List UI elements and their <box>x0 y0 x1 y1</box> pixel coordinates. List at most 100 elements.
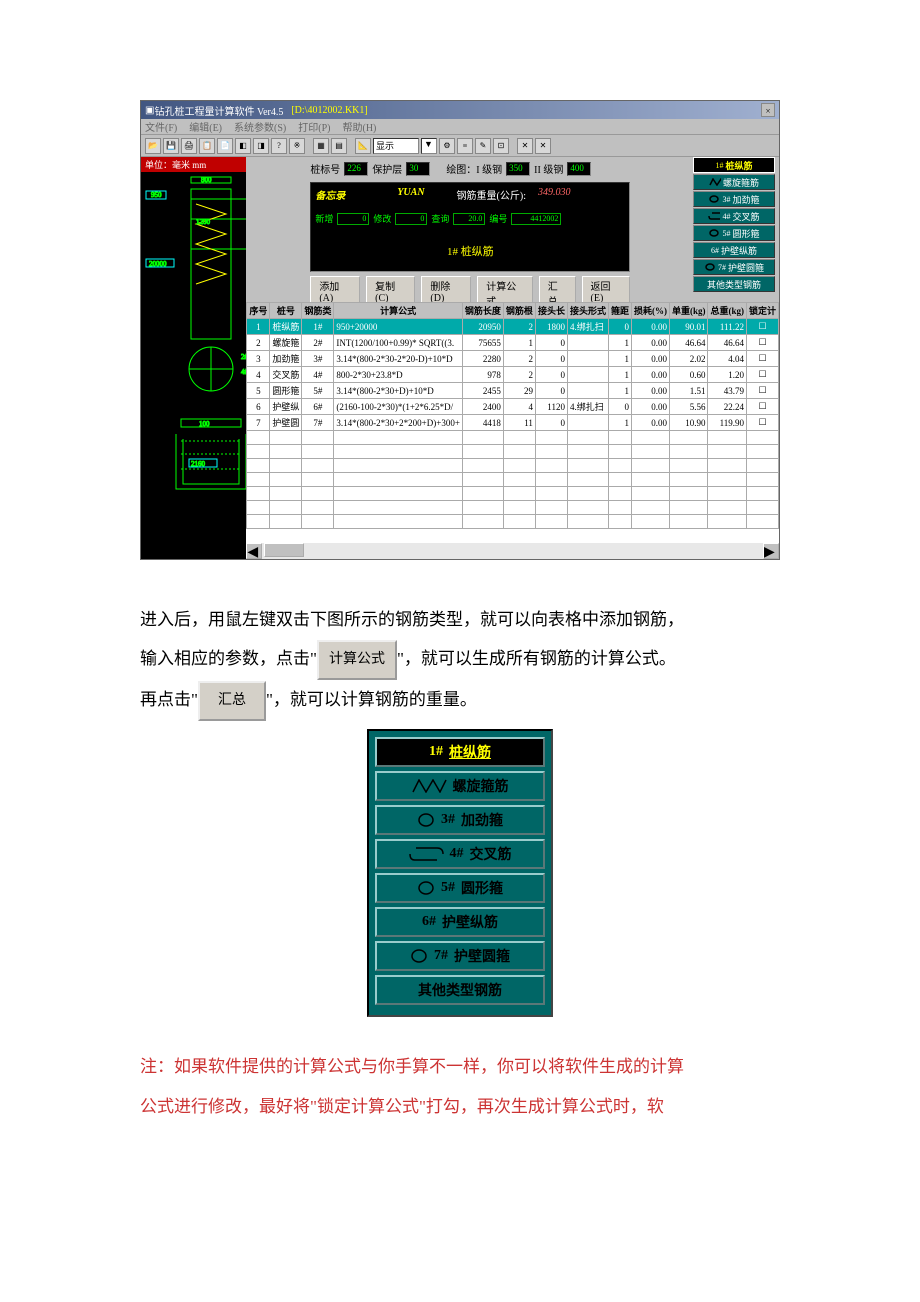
type-button-large[interactable]: 6#护壁纵筋 <box>375 907 545 937</box>
protect-label: 保护层 <box>372 161 402 176</box>
draw-input2[interactable]: 400 <box>567 162 591 176</box>
inner-form: 备忘录 YUAN 钢筋重量(公斤): 349.030 新增0修改0查询20.0编… <box>310 182 630 272</box>
menu-item[interactable]: 编辑(E) <box>189 119 222 134</box>
type-num: 1# <box>429 744 443 760</box>
grid-table[interactable]: 序号桩号钢筋类计算公式钢筋长度钢筋根接头长接头形式箍距损耗(%)单重(kg)总重… <box>246 302 779 529</box>
scroll-right-icon[interactable]: ▶ <box>763 543 779 559</box>
grid-header[interactable]: 序号 <box>247 303 270 319</box>
green-field-input[interactable]: 0 <box>395 213 427 225</box>
type-button[interactable]: 3#加劲箍 <box>693 191 775 207</box>
type-button-large[interactable]: 其他类型钢筋 <box>375 975 545 1005</box>
type-button-large[interactable]: 螺旋箍筋 <box>375 771 545 801</box>
type-button[interactable]: 7#护壁圆箍 <box>693 259 775 275</box>
type-button[interactable]: 4#交叉筋 <box>693 208 775 224</box>
tb-icon[interactable]: ≡ <box>457 138 473 154</box>
tb-dropdown[interactable]: 显示 <box>373 138 419 154</box>
tb-icon[interactable]: ▦ <box>313 138 329 154</box>
type-num: 6# <box>711 246 719 255</box>
tb-icon[interactable]: ◨ <box>253 138 269 154</box>
green-field-input[interactable]: 4412002 <box>511 213 561 225</box>
scroll-thumb[interactable] <box>264 543 304 557</box>
tb-print-icon[interactable]: 🖨 <box>181 138 197 154</box>
tb-dropdown[interactable]: ▼ <box>421 138 437 154</box>
type-label: 交叉筋 <box>732 210 759 223</box>
grid-header[interactable]: 钢筋长度 <box>462 303 503 319</box>
menu-item[interactable]: 系统参数(S) <box>234 119 286 134</box>
tb-icon[interactable]: 📄 <box>217 138 233 154</box>
type-button[interactable]: 6#护壁纵筋 <box>693 242 775 258</box>
green-field-input[interactable]: 20.0 <box>453 213 485 225</box>
scroll-left-icon[interactable]: ◀ <box>246 543 262 559</box>
green-field-label: 新增 <box>315 212 333 225</box>
tb-icon[interactable]: ▤ <box>331 138 347 154</box>
type-label: 桩纵筋 <box>449 742 491 762</box>
grid-header[interactable]: 接头形式 <box>567 303 608 319</box>
close-icon[interactable]: × <box>761 103 775 117</box>
table-row-empty <box>247 487 779 501</box>
protect-input[interactable]: 30 <box>406 162 430 176</box>
type-label: 其他类型钢筋 <box>418 980 502 1000</box>
table-row-empty <box>247 445 779 459</box>
tb-icon[interactable]: 📋 <box>199 138 215 154</box>
draw-input[interactable]: 350 <box>506 162 530 176</box>
type-button-large[interactable]: 1# 桩纵筋 <box>375 737 545 767</box>
type-label: 护壁纵筋 <box>442 912 498 932</box>
grid-header[interactable]: 接头长 <box>535 303 567 319</box>
table-row[interactable]: 2螺旋箍2#INT(1200/100+0.99)* SQRT((3.756551… <box>247 335 779 351</box>
tb-icon[interactable]: ※ <box>289 138 305 154</box>
grid-header[interactable]: 钢筋根 <box>503 303 535 319</box>
type-button[interactable]: 螺旋箍筋 <box>693 174 775 190</box>
type-label: 桩纵筋 <box>725 159 752 172</box>
table-row[interactable]: 3加劲箍3#3.14*(800-2*30-2*20-D)+10*D2280201… <box>247 351 779 367</box>
table-row[interactable]: 4交叉筋4#800-2*30+23.8*D9782010.000.601.20☐ <box>247 367 779 383</box>
grid-header[interactable]: 总重(kg) <box>708 303 747 319</box>
grid-header[interactable]: 计算公式 <box>334 303 463 319</box>
type-button[interactable]: 5#圆形箍 <box>693 225 775 241</box>
h-scrollbar[interactable]: ◀ ▶ <box>246 543 779 559</box>
type-button[interactable]: 1#桩纵筋 <box>693 157 775 173</box>
tb-save-icon[interactable]: 💾 <box>163 138 179 154</box>
grid-header[interactable]: 损耗(%) <box>631 303 669 319</box>
type-label: 加劲箍 <box>461 810 503 830</box>
grid-header[interactable]: 箍距 <box>608 303 631 319</box>
green-field-label: 查询 <box>431 212 449 225</box>
menu-item[interactable]: 打印(P) <box>298 119 330 134</box>
doc-p2: 输入相应的参数，点击"计算公式"，就可以生成所有钢筋的计算公式。 <box>140 639 780 680</box>
table-row[interactable]: 6护壁纵6#(2160-100-2*30)*(1+2*6.25*D/240041… <box>247 399 779 415</box>
tb-icon[interactable]: ✕ <box>517 138 533 154</box>
pile-no-input[interactable]: 226 <box>344 162 368 176</box>
table-row[interactable]: 5圆形箍5#3.14*(800-2*30+D)+10*D245529010.00… <box>247 383 779 399</box>
table-row[interactable]: 7护壁圆7#3.14*(800-2*30+2*200+D)+300+441811… <box>247 415 779 431</box>
type-panel-large: 1# 桩纵筋螺旋箍筋 3#加劲箍 4#交叉筋 5#圆形箍 6#护壁纵筋 7#护壁圆箍其他类型… <box>367 729 553 1017</box>
table-row[interactable]: 1桩纵筋1#950+2000020950218004.绑扎扫00.0090.01… <box>247 319 779 335</box>
tb-icon[interactable]: ? <box>271 138 287 154</box>
tb-icon[interactable]: ⊡ <box>493 138 509 154</box>
main-area: 单位：毫米 mm 800 950 1# 2# 3# 20000 1200 2 <box>141 157 779 559</box>
tb-open-icon[interactable]: 📂 <box>145 138 161 154</box>
tb-icon[interactable]: 📐 <box>355 138 371 154</box>
tb-icon[interactable]: ✕ <box>535 138 551 154</box>
grid-header[interactable]: 锁定计 <box>746 303 778 319</box>
menu-item[interactable]: 文件(F) <box>145 119 177 134</box>
type-num: 5# <box>722 229 730 238</box>
tb-icon[interactable]: ✎ <box>475 138 491 154</box>
tb-icon[interactable]: ⚙ <box>439 138 455 154</box>
type-label: 螺旋箍筋 <box>453 776 509 796</box>
type-button-large[interactable]: 3#加劲箍 <box>375 805 545 835</box>
toolbar: 📂 💾 🖨 📋 📄 ◧ ◨ ? ※ ▦ ▤ 📐 显示 ▼ ⚙ ≡ ✎ ⊡ ✕ ✕ <box>141 135 779 157</box>
type-num: 1# <box>715 161 723 170</box>
grid-header[interactable]: 单重(kg) <box>669 303 708 319</box>
type-button-large[interactable]: 5#圆形箍 <box>375 873 545 903</box>
type-button-large[interactable]: 7#护壁圆箍 <box>375 941 545 971</box>
tb-icon[interactable]: ◧ <box>235 138 251 154</box>
menu-item[interactable]: 帮助(H) <box>342 119 376 134</box>
type-label: 加劲箍 <box>732 193 759 206</box>
green-field-input[interactable]: 0 <box>337 213 369 225</box>
grid-header[interactable]: 桩号 <box>270 303 302 319</box>
type-button-large[interactable]: 4#交叉筋 <box>375 839 545 869</box>
type-button[interactable]: 其他类型钢筋 <box>693 276 775 292</box>
table-row-empty <box>247 501 779 515</box>
summary-btn-inline: 汇总 <box>198 681 266 721</box>
svg-text:1200: 1200 <box>196 218 211 226</box>
grid-header[interactable]: 钢筋类 <box>302 303 334 319</box>
